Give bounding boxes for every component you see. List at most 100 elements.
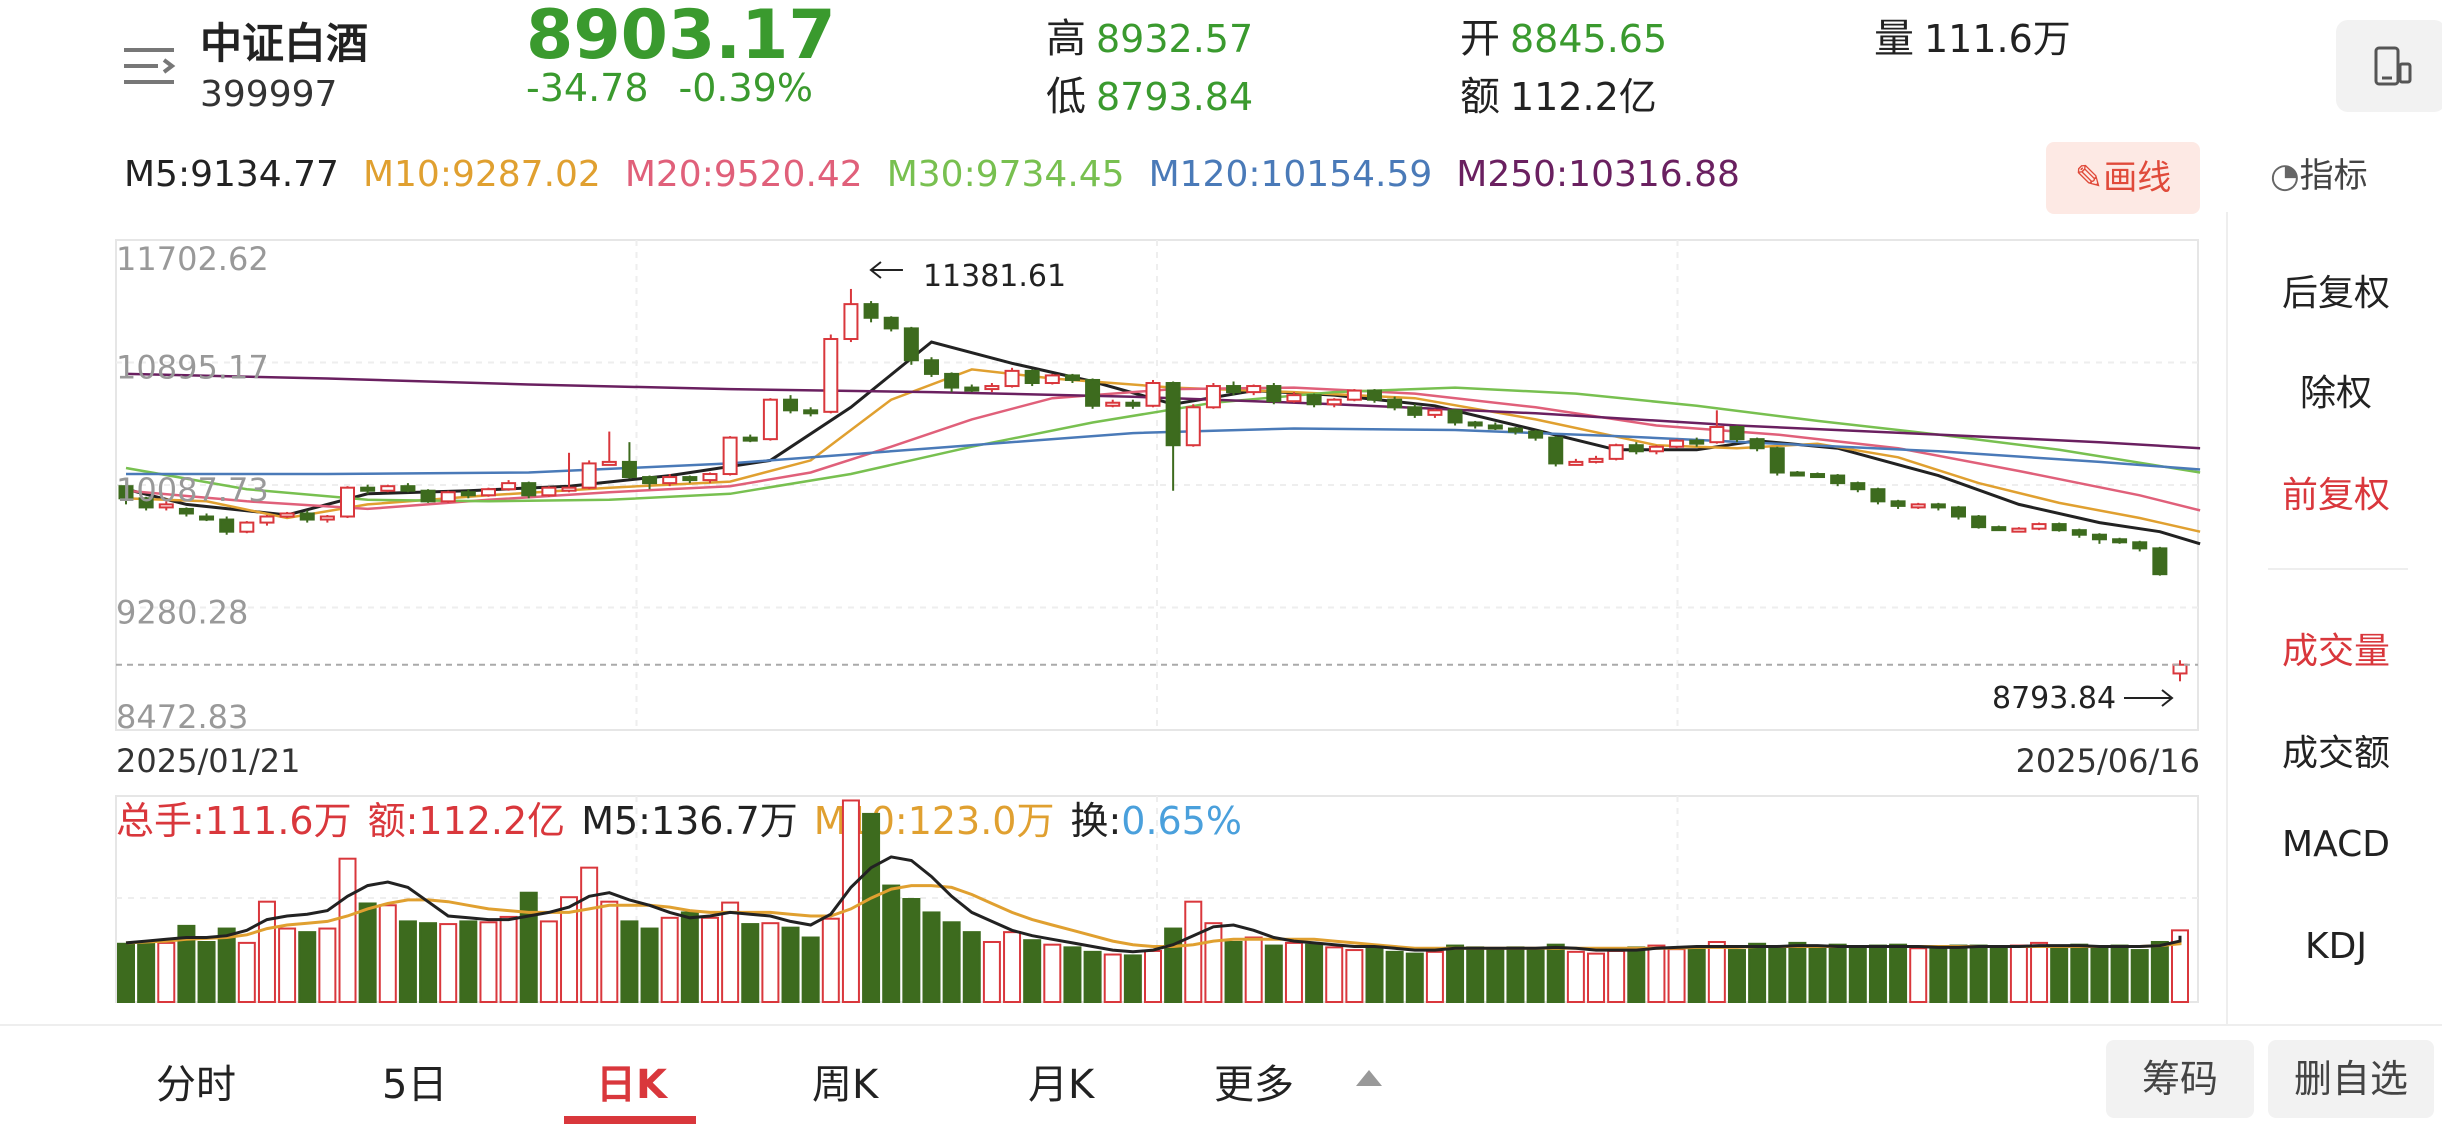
volume-bar — [1768, 945, 1787, 1003]
candle-body — [823, 338, 839, 413]
volume-bar — [318, 927, 337, 1003]
side-item-0[interactable]: 后复权 — [2281, 273, 2390, 314]
volume-bar — [1425, 950, 1444, 1004]
candle-body — [903, 327, 919, 362]
volume-bar — [1707, 940, 1726, 1004]
volume-summary-item: 总手:111.6万 — [116, 799, 352, 843]
candle-body — [1145, 382, 1161, 407]
side-item-5[interactable]: MACD — [2282, 824, 2390, 865]
tab-more[interactable]: 更多 — [1214, 1062, 1294, 1108]
candle-body — [420, 489, 436, 503]
low-stat: 低 8793.84 — [1046, 64, 1253, 122]
caret-up-icon[interactable] — [1356, 1070, 1382, 1086]
candle-body — [1367, 389, 1383, 401]
volume-bar — [2090, 947, 2109, 1003]
volume-bar — [398, 920, 417, 1003]
candle-body — [863, 303, 879, 319]
candle-body — [2011, 527, 2027, 533]
volume-bar — [2030, 941, 2049, 1004]
candle-body — [1910, 503, 1926, 509]
volume-bar — [499, 915, 518, 1003]
volume-bar — [137, 941, 156, 1004]
pencil-icon: ✎ — [2074, 158, 2104, 198]
candle-body — [158, 503, 174, 509]
volume-bar — [1627, 946, 1646, 1004]
candle-body — [1749, 438, 1765, 450]
ma-line-3 — [125, 386, 2201, 503]
candle-body — [964, 386, 980, 392]
ma-legend-item: M5:9134.77 — [124, 154, 339, 195]
tab-daily-k[interactable]: 日K — [596, 1062, 667, 1108]
volume-bar — [378, 904, 397, 1004]
volume-bar — [2070, 943, 2089, 1004]
candle-body — [2172, 663, 2188, 675]
candle-body — [1326, 398, 1342, 406]
open-stat: 开 8845.65 — [1460, 6, 1667, 64]
volume-stat: 量 111.6万 — [1874, 6, 2071, 64]
low-label: 低 — [1046, 74, 1086, 120]
volume-bar — [2130, 949, 2149, 1004]
side-item-1[interactable]: 除权 — [2299, 373, 2372, 414]
volume-summary-item: M5:136.7万 — [581, 799, 798, 843]
volume-bar — [1486, 948, 1505, 1003]
landscape-toggle-button[interactable] — [2336, 20, 2442, 112]
tab-intraday[interactable]: 分时 — [156, 1062, 236, 1108]
candle-body — [199, 515, 215, 521]
side-item-4[interactable]: 成交额 — [2281, 733, 2390, 774]
tab-weekly-k[interactable]: 周K — [812, 1062, 879, 1108]
candle-body — [1487, 424, 1503, 430]
candle-body — [1447, 409, 1463, 424]
candle-body — [319, 515, 335, 521]
draw-line-label: 画线 — [2103, 158, 2172, 198]
candle-body — [1246, 385, 1262, 394]
side-item-3[interactable]: 成交量 — [2281, 631, 2390, 672]
tab-5day[interactable]: 5日 — [382, 1062, 448, 1108]
candle-body — [1266, 385, 1282, 403]
candle-body — [460, 491, 476, 497]
volume-bar — [761, 922, 780, 1004]
candle-body — [843, 303, 859, 341]
draw-line-button[interactable]: ✎画线 — [2046, 142, 2200, 214]
volume-summary: 总手:111.6万 额:112.2亿 M5:136.7万 M10:123.0万 换:0.… — [116, 790, 1258, 845]
chip-distribution-button[interactable]: 筹码 — [2106, 1040, 2254, 1118]
candle-body — [1387, 398, 1403, 409]
candle-body — [1004, 369, 1020, 388]
menu-icon[interactable] — [124, 46, 176, 86]
y-tick-label: 10087.73 — [116, 471, 269, 509]
volume-bar — [1325, 946, 1344, 1004]
candle-body — [1870, 488, 1886, 503]
current-price: 8903.17 — [526, 0, 836, 75]
candle-body — [1669, 439, 1685, 448]
ma-line-0 — [125, 340, 2201, 546]
volume-bar — [1526, 947, 1545, 1003]
volume-bar — [1566, 950, 1585, 1004]
volume-bar — [1607, 949, 1626, 1003]
volume-bar — [157, 941, 176, 1004]
max-arrow-head — [869, 261, 882, 279]
side-item-2[interactable]: 前复权 — [2281, 475, 2390, 516]
remove-favorite-button[interactable]: 删自选 — [2268, 1040, 2434, 1118]
side-item-6[interactable]: KDJ — [2305, 926, 2367, 967]
volume-bar — [600, 900, 619, 1003]
candle-body — [1628, 444, 1644, 453]
volume-bar — [1808, 944, 1827, 1003]
indicator-tab[interactable]: ◔指标 — [2270, 148, 2368, 197]
kline-chart[interactable]: 11702.62 10895.17 10087.73 9280.28 8472.83 11… — [0, 0, 2226, 790]
volume-bar — [298, 931, 317, 1004]
tab-monthly-k[interactable]: 月K — [1028, 1062, 1095, 1108]
candle-body — [1608, 444, 1624, 460]
volume-ma10-line — [125, 884, 2182, 950]
candle-body — [360, 486, 376, 492]
volume-bar — [580, 866, 599, 1003]
volume-bar — [1164, 927, 1183, 1003]
candle-body — [1930, 503, 1946, 509]
candle-body — [783, 398, 799, 412]
volume-bar — [1385, 950, 1404, 1004]
end-date-label: 2025/06/16 — [2016, 742, 2200, 780]
candle-body — [2091, 533, 2107, 541]
volume-bar — [217, 927, 236, 1003]
volume-bar — [278, 927, 297, 1003]
candle-body — [2051, 523, 2067, 532]
volume-bar — [1365, 944, 1384, 1003]
candle-body — [1286, 394, 1302, 403]
